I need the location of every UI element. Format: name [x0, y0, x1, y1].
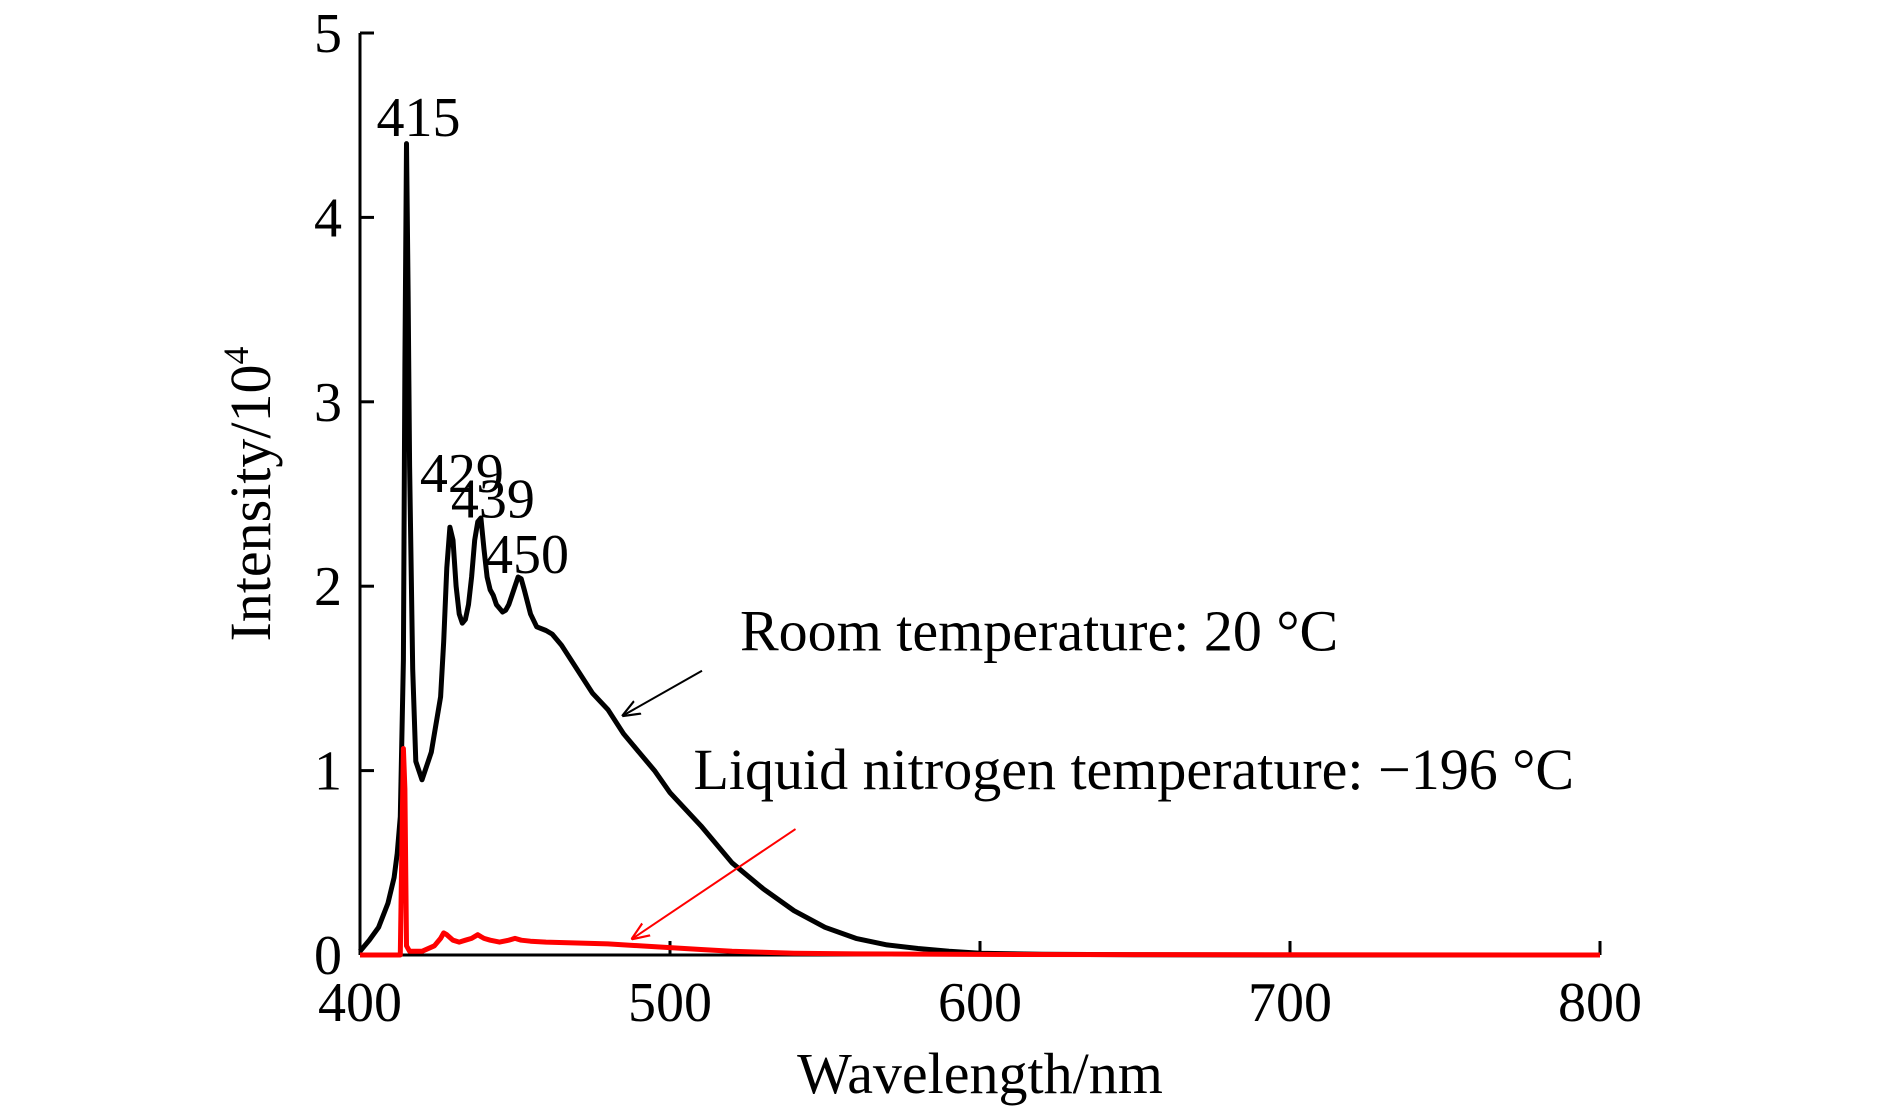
y-tick-label: 2 [314, 556, 342, 618]
peak-label: 429 [420, 443, 504, 505]
y-ticks: 0 1 2 3 4 5 [314, 3, 374, 987]
y-axis-title: Intensity/104 [216, 346, 283, 641]
series-line-room [358, 141, 1600, 958]
x-tick-label: 700 [1248, 972, 1332, 1034]
series-line-liquid_nitrogen [360, 746, 1601, 958]
x-tick-label: 500 [628, 972, 712, 1034]
y-tick-label: 4 [314, 187, 342, 249]
y-tick-label: 3 [314, 372, 342, 434]
peak-label: 439 [451, 469, 535, 531]
y-tick-label: 0 [314, 925, 342, 987]
series-layer [358, 141, 1601, 958]
x-tick-label: 800 [1558, 972, 1642, 1034]
peak-label: 450 [485, 524, 569, 586]
x-tick-label: 400 [318, 972, 402, 1034]
annotations: Room temperature: 20 °C Liquid nitrogen t… [624, 599, 1575, 939]
y-tick-label: 5 [314, 3, 342, 65]
y-axis-title-base: Intensity/10 [218, 364, 283, 641]
x-ticks: 400 500 600 700 800 [318, 941, 1642, 1034]
axes [358, 33, 1600, 957]
annotation-arrow [624, 669, 703, 716]
x-tick-label: 600 [938, 972, 1022, 1034]
annotation-label: Room temperature: 20 °C [740, 599, 1338, 664]
x-axis-title: Wavelength/nm [797, 1041, 1163, 1106]
peak-label: 415 [377, 87, 461, 149]
annotation-label: Liquid nitrogen temperature: −196 °C [694, 737, 1575, 802]
annotation-arrow [633, 828, 797, 938]
y-tick-label: 1 [314, 741, 342, 803]
y-axis-title-exponent: 4 [216, 346, 256, 364]
